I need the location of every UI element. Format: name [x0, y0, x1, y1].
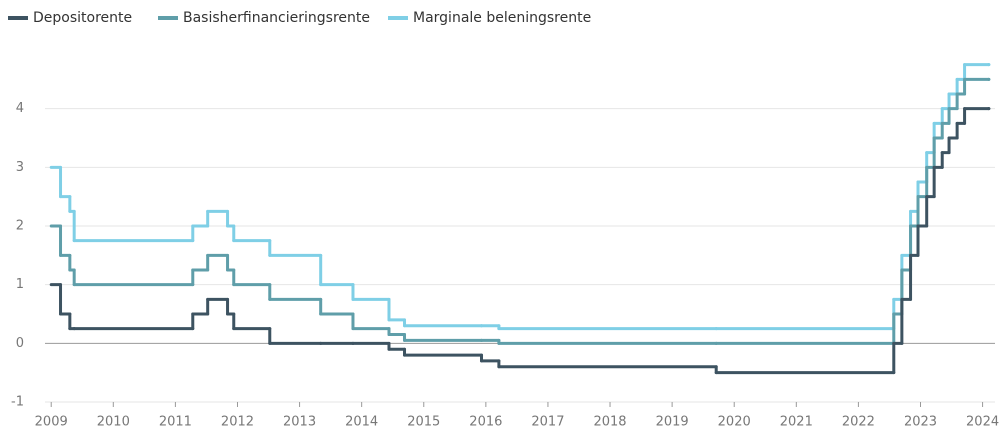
y-tick-label: 0: [16, 336, 24, 351]
x-tick-label: 2012: [221, 415, 254, 430]
x-tick-label: 2021: [780, 415, 813, 430]
x-tick-label: 2020: [718, 415, 751, 430]
x-tick-label: 2023: [904, 415, 937, 430]
x-tick-label: 2024: [966, 415, 999, 430]
y-tick-label: 3: [16, 160, 24, 175]
x-tick-label: 2009: [35, 415, 68, 430]
y-tick-label: 1: [16, 277, 24, 292]
series-line: [49, 107, 991, 375]
series-line: [49, 63, 991, 331]
x-tick-label: 2017: [531, 415, 564, 430]
x-tick-label: 2019: [656, 415, 689, 430]
legend-label: Depositorente: [33, 10, 132, 26]
x-tick-label: 2016: [469, 415, 502, 430]
y-tick-label: 4: [16, 101, 24, 116]
x-tick-label: 2011: [159, 415, 192, 430]
legend-label: Basisherfinancieringsrente: [183, 10, 370, 26]
x-tick-label: 2022: [842, 415, 875, 430]
x-tick-label: 2018: [593, 415, 626, 430]
x-tick-label: 2010: [97, 415, 130, 430]
x-tick-label: 2014: [345, 415, 378, 430]
series-line: [49, 77, 991, 345]
x-tick-label: 2015: [407, 415, 440, 430]
x-tick-label: 2013: [283, 415, 316, 430]
legend-label: Marginale beleningsrente: [413, 10, 591, 26]
y-tick-label: 2: [16, 219, 24, 234]
y-tick-label: -1: [11, 395, 24, 410]
